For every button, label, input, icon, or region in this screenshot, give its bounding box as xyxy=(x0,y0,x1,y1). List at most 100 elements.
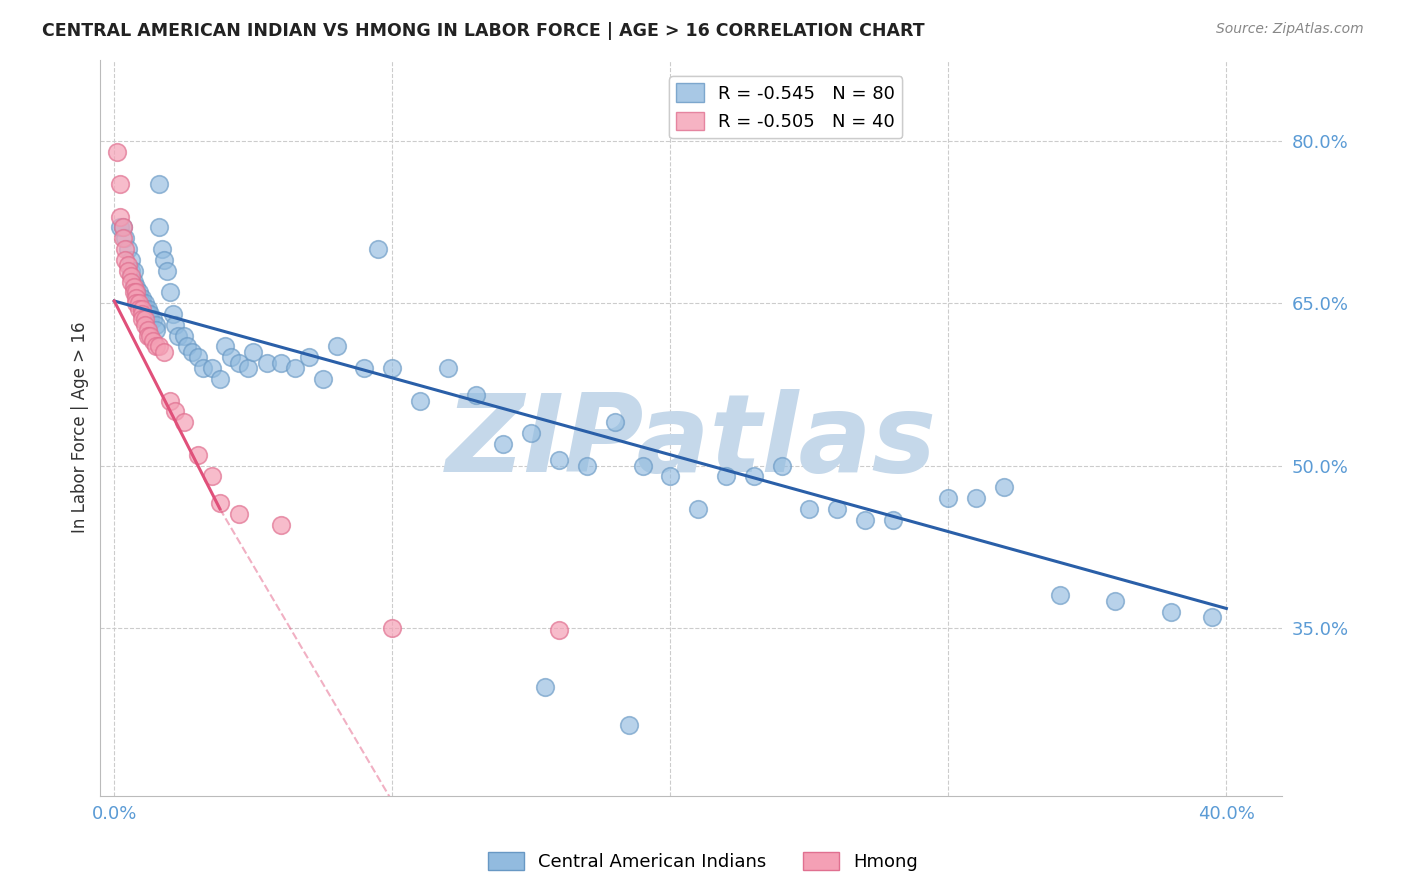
Point xyxy=(108,210,131,224)
Point xyxy=(770,458,793,473)
Point xyxy=(167,328,190,343)
Point xyxy=(145,318,167,332)
Point xyxy=(114,242,136,256)
Point xyxy=(187,448,209,462)
Point xyxy=(236,361,259,376)
Point xyxy=(1049,589,1071,603)
Point xyxy=(122,280,145,294)
Point xyxy=(134,301,156,316)
Point xyxy=(111,220,134,235)
Point xyxy=(603,415,626,429)
Point xyxy=(148,177,170,191)
Point xyxy=(799,501,821,516)
Point xyxy=(162,307,184,321)
Point xyxy=(120,275,142,289)
Point xyxy=(139,312,162,326)
Point xyxy=(270,518,292,533)
Point xyxy=(534,681,557,695)
Point xyxy=(464,388,486,402)
Point xyxy=(1201,610,1223,624)
Point xyxy=(853,513,876,527)
Point xyxy=(256,356,278,370)
Point xyxy=(125,280,148,294)
Point xyxy=(381,361,404,376)
Point xyxy=(173,415,195,429)
Point xyxy=(548,623,571,637)
Y-axis label: In Labor Force | Age > 16: In Labor Force | Age > 16 xyxy=(72,322,89,533)
Point xyxy=(742,469,765,483)
Point xyxy=(108,177,131,191)
Point xyxy=(131,296,153,310)
Point xyxy=(208,372,231,386)
Point xyxy=(131,301,153,316)
Point xyxy=(520,426,543,441)
Point xyxy=(284,361,307,376)
Point xyxy=(492,437,515,451)
Point xyxy=(165,404,187,418)
Point xyxy=(153,252,176,267)
Point xyxy=(1160,605,1182,619)
Legend: R = -0.545   N = 80, R = -0.505   N = 40: R = -0.545 N = 80, R = -0.505 N = 40 xyxy=(669,76,903,138)
Point xyxy=(142,334,165,348)
Point xyxy=(122,285,145,300)
Point xyxy=(131,307,153,321)
Point xyxy=(125,291,148,305)
Point xyxy=(353,361,375,376)
Point xyxy=(114,231,136,245)
Point xyxy=(381,621,404,635)
Point xyxy=(965,491,987,505)
Point xyxy=(159,285,181,300)
Legend: Central American Indians, Hmong: Central American Indians, Hmong xyxy=(481,845,925,879)
Point xyxy=(159,393,181,408)
Point xyxy=(117,258,139,272)
Point xyxy=(714,469,737,483)
Point xyxy=(200,361,222,376)
Text: Source: ZipAtlas.com: Source: ZipAtlas.com xyxy=(1216,22,1364,37)
Point xyxy=(153,345,176,359)
Point xyxy=(148,339,170,353)
Point xyxy=(173,328,195,343)
Point xyxy=(125,285,148,300)
Point xyxy=(219,351,242,365)
Point xyxy=(617,718,640,732)
Point xyxy=(125,285,148,300)
Point xyxy=(117,242,139,256)
Point xyxy=(548,453,571,467)
Point xyxy=(139,307,162,321)
Point xyxy=(111,220,134,235)
Point xyxy=(128,291,150,305)
Point xyxy=(128,296,150,310)
Point xyxy=(150,242,173,256)
Point xyxy=(136,323,159,337)
Point xyxy=(145,339,167,353)
Point xyxy=(181,345,204,359)
Point xyxy=(114,252,136,267)
Point xyxy=(134,296,156,310)
Point xyxy=(1104,594,1126,608)
Point xyxy=(575,458,598,473)
Point xyxy=(105,145,128,159)
Point xyxy=(108,220,131,235)
Point xyxy=(131,291,153,305)
Point xyxy=(122,275,145,289)
Point xyxy=(409,393,432,408)
Point xyxy=(176,339,198,353)
Point xyxy=(145,323,167,337)
Point xyxy=(200,469,222,483)
Point xyxy=(128,285,150,300)
Point xyxy=(128,301,150,316)
Point xyxy=(120,269,142,284)
Point xyxy=(165,318,187,332)
Point xyxy=(825,501,848,516)
Point xyxy=(228,508,250,522)
Point xyxy=(120,252,142,267)
Point xyxy=(325,339,347,353)
Point xyxy=(688,501,710,516)
Point xyxy=(882,513,904,527)
Point xyxy=(193,361,215,376)
Point xyxy=(134,318,156,332)
Point xyxy=(134,312,156,326)
Point xyxy=(228,356,250,370)
Point xyxy=(270,356,292,370)
Point xyxy=(125,296,148,310)
